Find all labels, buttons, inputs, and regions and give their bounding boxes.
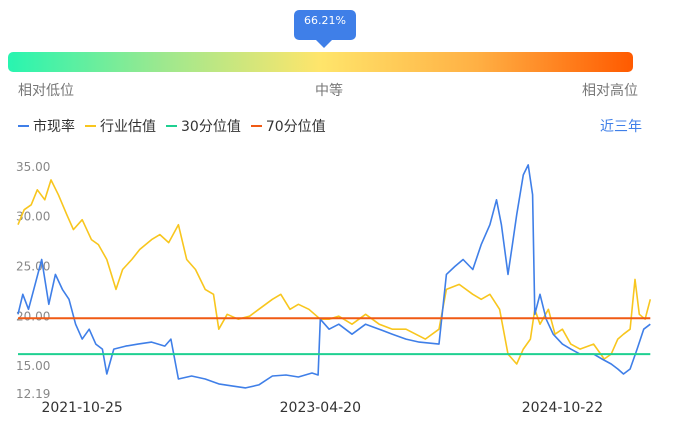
legend-label-p30: 30分位值	[181, 119, 241, 135]
legend-item-p70[interactable]: 70分位值	[250, 116, 326, 136]
x-tick-label: 2021-10-25	[41, 400, 122, 416]
y-tick-label: 15.00	[16, 359, 50, 373]
legend-label-industry: 行业估值	[100, 119, 156, 135]
chart-legend: 市现率 行业估值 30分位值 70分位值	[18, 116, 326, 136]
percentile-badge-pointer	[316, 40, 332, 48]
y-tick-label: 30.00	[16, 210, 50, 224]
scale-high-label: 相对高位	[582, 83, 638, 99]
legend-item-pcf[interactable]: 市现率	[18, 116, 75, 136]
legend-swatch-pcf	[18, 125, 29, 127]
y-tick-label: 12.19	[16, 387, 50, 401]
series-line-pcf	[17, 164, 651, 389]
x-tick-label: 2024-10-22	[522, 400, 603, 416]
y-tick-label: 20.00	[16, 309, 50, 323]
scale-mid-label: 中等	[315, 83, 343, 99]
legend-swatch-industry	[85, 125, 96, 127]
legend-item-industry[interactable]: 行业估值	[85, 116, 156, 136]
scale-low-label: 相对低位	[18, 83, 74, 99]
percentile-badge: 66.21%	[294, 10, 356, 40]
range-selector[interactable]: 近三年	[600, 119, 642, 135]
x-tick-label: 2023-04-20	[280, 400, 361, 416]
legend-label-p70: 70分位值	[265, 119, 326, 135]
percentile-gradient-bar	[8, 52, 633, 72]
legend-item-p30[interactable]: 30分位值	[166, 116, 241, 136]
legend-swatch-p70	[250, 125, 262, 127]
y-tick-label: 35.00	[16, 160, 50, 174]
legend-label-pcf: 市现率	[33, 119, 75, 135]
y-axis-ticks: 12.19 15.00 20.00 25.00 30.00 35.00	[16, 160, 50, 401]
legend-swatch-p30	[166, 125, 177, 127]
chart-series	[17, 164, 652, 389]
y-tick-label: 25.00	[16, 259, 50, 273]
x-axis-ticks: 2021-10-25 2023-04-20 2024-10-22	[41, 400, 603, 416]
